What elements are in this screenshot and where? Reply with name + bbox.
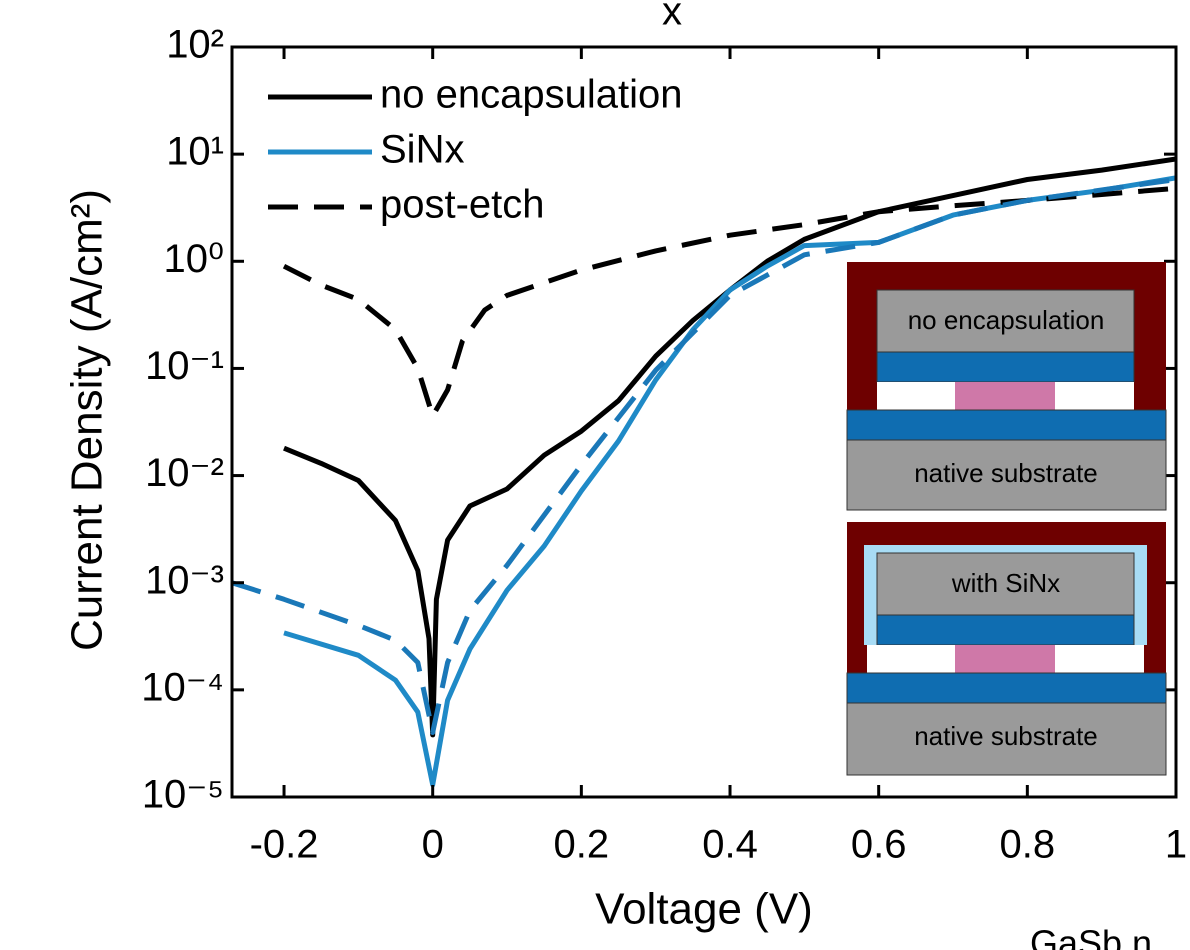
title-fragment: x bbox=[662, 0, 682, 34]
x-tick-label: 0.2 bbox=[554, 823, 610, 867]
series-line bbox=[232, 177, 1176, 735]
pink-layer bbox=[955, 645, 1055, 673]
substrate bbox=[846, 702, 1167, 776]
pink-layer bbox=[955, 382, 1055, 410]
legend-label: post-etch bbox=[380, 183, 545, 227]
inset-label: with SiNx bbox=[951, 568, 1060, 598]
plot-area: -0.2 0 0.2 0.4 0.6 0.8 1 10² 10¹ 10⁰ 10⁻¹ 10⁻² 10⁻³ 1… bbox=[141, 23, 1187, 867]
device-layer bbox=[876, 289, 1135, 353]
bottom-contact bbox=[846, 409, 1167, 441]
inset-no-encapsulation: no encapsulation native substrate bbox=[846, 262, 1167, 511]
x-axis-label: Voltage (V) bbox=[595, 885, 813, 934]
y-tick-label: 10⁻³ bbox=[145, 558, 224, 602]
y-tick-label: 10⁻⁴ bbox=[141, 665, 224, 709]
x-tick-label: 0.8 bbox=[1000, 823, 1056, 867]
substrate bbox=[846, 439, 1167, 511]
x-tick-label: 0.6 bbox=[851, 823, 907, 867]
y-tick-label: 10⁰ bbox=[163, 237, 224, 281]
y-tick-label: 10⁻¹ bbox=[145, 344, 224, 388]
x-tick-label: 0.4 bbox=[702, 823, 758, 867]
contact-layer bbox=[876, 351, 1135, 383]
device-layer bbox=[876, 552, 1135, 616]
y-tick-label: 10⁻⁵ bbox=[142, 773, 224, 817]
inset-label: native substrate bbox=[914, 458, 1098, 488]
legend-label: SiNx bbox=[380, 128, 464, 172]
y-tick-label: 10² bbox=[166, 23, 224, 67]
x-tick-label: 1 bbox=[1165, 823, 1187, 867]
axes-frame bbox=[230, 45, 1178, 799]
legend-label: no encapsulation bbox=[380, 73, 682, 117]
contact-layer bbox=[876, 614, 1135, 646]
y-axis-label: Current Density (A/cm²) bbox=[63, 189, 112, 651]
inset-label: native substrate bbox=[914, 721, 1098, 751]
x-tick-label: 0 bbox=[422, 823, 444, 867]
y-tick-label: 10¹ bbox=[166, 130, 224, 174]
bottom-contact bbox=[846, 672, 1167, 704]
y-tick-label: 10⁻² bbox=[145, 451, 224, 495]
series-line bbox=[282, 185, 1176, 419]
inset-diagrams: no encapsulation native substrate with S… bbox=[846, 262, 1167, 776]
inset-label: no encapsulation bbox=[908, 305, 1105, 335]
footer-fragment: GaSb n bbox=[1030, 923, 1152, 950]
inset-with-sinx: with SiNx native substrate bbox=[846, 522, 1167, 776]
x-tick-label: -0.2 bbox=[250, 823, 319, 867]
